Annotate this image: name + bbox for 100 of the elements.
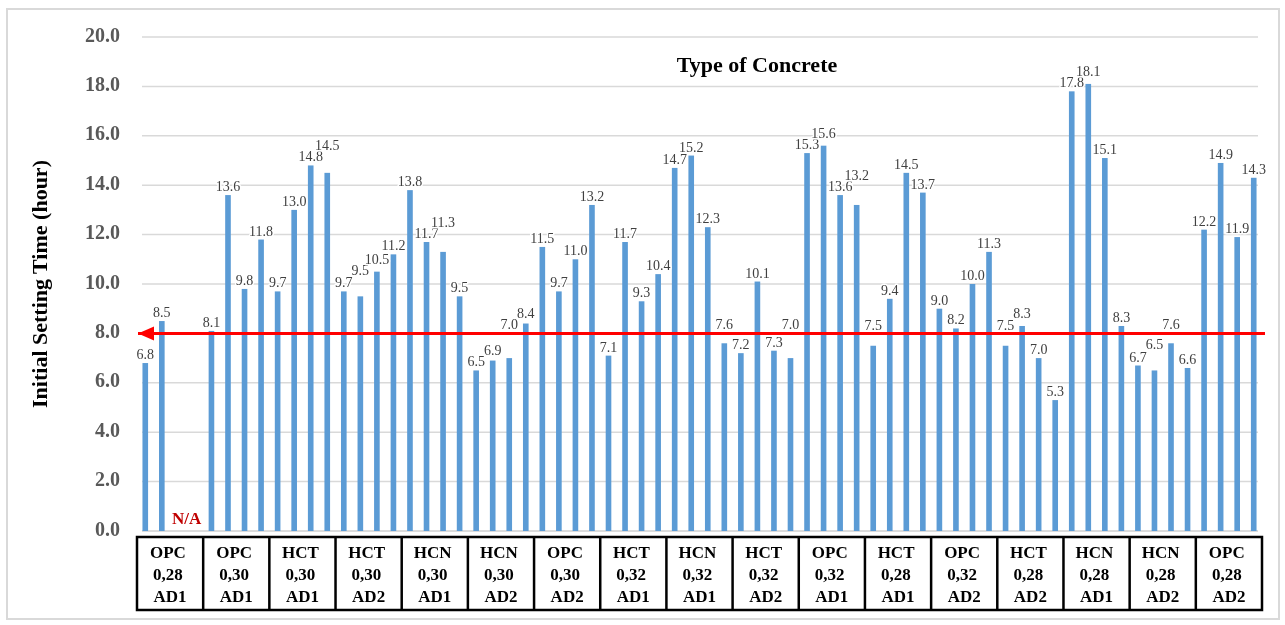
x-tick-label: OPC 0,32 AD2 (944, 543, 985, 606)
data-label: 9.8 (235, 272, 254, 288)
data-label: 13.0 (281, 193, 307, 209)
data-label: 7.0 (1029, 342, 1048, 358)
data-label: 8.3 (1013, 305, 1031, 321)
bar (953, 328, 959, 531)
data-label: 9.0 (930, 292, 949, 308)
data-label: 14.5 (894, 156, 919, 172)
bar (920, 192, 926, 531)
x-tick-label: HCN 0,28 AD2 (1141, 543, 1184, 606)
y-tick-label: 8.0 (95, 319, 120, 342)
bar (655, 274, 661, 531)
bar (704, 227, 711, 531)
bar (771, 350, 777, 531)
data-label: 5.3 (1046, 384, 1064, 400)
data-label: 12.3 (695, 211, 721, 227)
bar (489, 360, 496, 531)
bar (556, 291, 562, 531)
data-label: 14.3 (1241, 161, 1266, 177)
bar (258, 239, 264, 531)
bar (870, 345, 877, 531)
bar (1234, 237, 1240, 531)
bar (986, 251, 992, 531)
data-label: 7.5 (996, 317, 1015, 333)
data-label: 7.2 (732, 337, 750, 353)
y-tick-label: 2.0 (95, 468, 120, 491)
data-label: 6.7 (1129, 349, 1147, 365)
bar (837, 195, 843, 531)
bar (374, 271, 380, 531)
annotation: N/A (171, 509, 202, 528)
bar (1250, 177, 1257, 531)
data-label: 7.5 (864, 317, 882, 333)
bar (324, 172, 331, 531)
y-tick-label: 14.0 (85, 171, 120, 194)
data-label: 9.7 (268, 275, 287, 291)
bar (622, 242, 628, 531)
data-label: 7.0 (500, 317, 518, 333)
y-axis-title: Initial Setting Time (hour) (27, 160, 53, 408)
data-label: 9.7 (335, 275, 353, 291)
y-tick-label: 4.0 (95, 418, 120, 441)
data-label: 10.1 (745, 265, 770, 281)
bar (142, 363, 149, 531)
data-label: 8.1 (202, 314, 221, 330)
x-tick-label: HCT 0,28 AD1 (877, 543, 919, 606)
bar (589, 204, 595, 531)
data-label: 13.8 (397, 174, 423, 190)
data-label: 6.5 (467, 354, 485, 370)
data-label: 13.7 (910, 176, 936, 192)
x-tick-label: OPC 0,28 AD1 (150, 543, 191, 606)
data-label: 10.0 (960, 268, 985, 283)
data-label: 7.0 (781, 317, 800, 333)
data-label: 7.6 (1162, 317, 1180, 333)
data-label: 13.2 (579, 188, 605, 204)
data-label: 11.0 (563, 243, 588, 259)
data-label: 14.9 (1208, 146, 1233, 162)
bar (903, 172, 910, 531)
data-label: 11.8 (249, 223, 274, 239)
data-label: 11.3 (977, 235, 1002, 251)
data-label: 11.5 (530, 230, 555, 246)
y-tick-label: 10.0 (85, 270, 120, 293)
data-label: 12.2 (1191, 213, 1217, 229)
bar (688, 155, 695, 531)
bar (340, 291, 347, 531)
bar (1052, 400, 1059, 531)
x-tick-label: OPC 0,30 AD1 (216, 543, 257, 606)
bar (506, 358, 513, 531)
data-label: 8.4 (517, 305, 535, 321)
data-label: 7.3 (765, 334, 783, 350)
data-label: 9.3 (632, 285, 651, 301)
bar (291, 209, 297, 531)
bar (440, 251, 446, 531)
y-tick-label: 6.0 (95, 369, 120, 392)
data-label: 11.7 (613, 226, 638, 242)
bar (159, 321, 165, 531)
bar (1102, 158, 1108, 531)
bar (1135, 365, 1141, 531)
data-label: 11.9 (1225, 221, 1250, 237)
bar (307, 165, 314, 531)
data-label: 8.3 (1112, 309, 1131, 325)
y-tick-label: 0.0 (95, 517, 120, 540)
data-label: 15.1 (1092, 142, 1118, 158)
bar (1068, 91, 1075, 531)
x-tick-label: OPC 0,30 AD2 (547, 543, 588, 606)
data-label: 6.5 (1145, 337, 1164, 353)
bar (1085, 83, 1092, 531)
data-label: 7.6 (715, 317, 734, 333)
data-label: 15.3 (794, 137, 820, 153)
data-label: 11.2 (381, 238, 406, 254)
data-label: 9.5 (450, 280, 469, 296)
bar (1019, 325, 1025, 531)
data-label: 9.7 (550, 275, 568, 291)
data-label: 6.9 (483, 342, 502, 358)
bar (407, 190, 413, 531)
bar (1168, 343, 1174, 531)
x-tick-label: HCT 0,32 AD1 (612, 543, 654, 606)
x-tick-label: OPC 0,32 AD1 (811, 543, 852, 606)
data-label: 13.6 (215, 179, 241, 195)
y-tick-label: 20.0 (85, 23, 120, 46)
bar (225, 195, 231, 531)
bar (804, 153, 810, 531)
